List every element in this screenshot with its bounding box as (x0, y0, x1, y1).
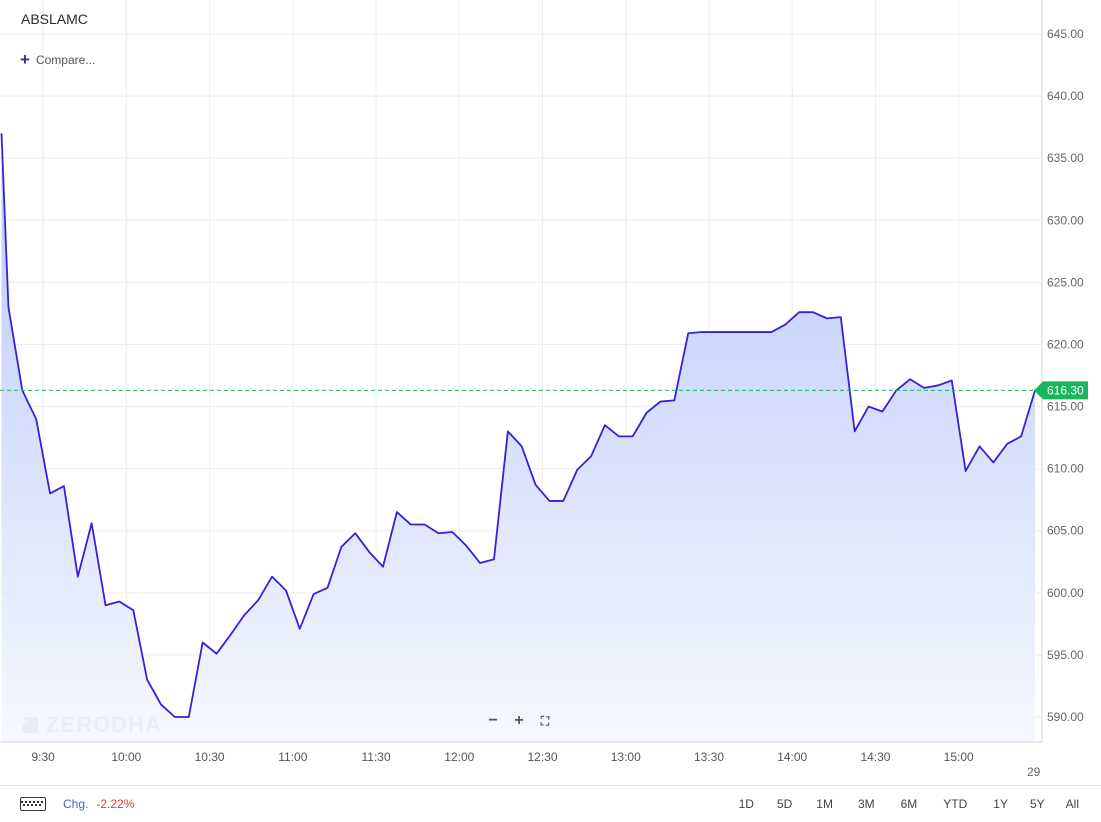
range-1y-button[interactable]: 1Y (993, 797, 1008, 811)
y-tick-label: 610.00 (1047, 462, 1084, 476)
y-tick-label: 630.00 (1047, 213, 1084, 227)
x-tick-label: 13:30 (694, 750, 724, 764)
range-selector: 1D 5D 1M 3M 6M YTD 1Y 5Y All (739, 786, 1079, 822)
zoom-out-button[interactable]: − (488, 712, 498, 729)
zerodha-watermark: ZERODHA (22, 712, 162, 738)
last-price-tag (1034, 381, 1088, 400)
x-tick-label: 12:30 (528, 750, 558, 764)
zerodha-logo-icon (22, 717, 38, 733)
range-ytd-button[interactable]: YTD (943, 797, 968, 811)
fullscreen-icon[interactable]: ⛶ (540, 713, 550, 728)
last-price-label: 616.30 (1047, 383, 1084, 397)
range-all-button[interactable]: All (1065, 797, 1079, 811)
y-tick-label: 590.00 (1047, 710, 1084, 724)
y-tick-label: 595.00 (1047, 648, 1084, 662)
range-3m-button[interactable]: 3M (857, 797, 875, 811)
plus-icon: + (20, 50, 30, 69)
range-6m-button[interactable]: 6M (900, 797, 918, 811)
zoom-in-button[interactable]: + (514, 712, 524, 729)
date-label: 29 (1027, 765, 1041, 779)
y-tick-label: 605.00 (1047, 524, 1084, 538)
x-tick-label: 9:30 (31, 750, 55, 764)
x-tick-label: 14:00 (777, 750, 807, 764)
chart-canvas[interactable]: 590.00 595.00 600.00 605.00 610.00 615.00 620.… (0, 0, 1101, 785)
symbol-title: ABSLAMC (21, 11, 88, 27)
y-tick-label: 620.00 (1047, 337, 1084, 351)
watermark-text: ZERODHA (46, 712, 162, 737)
y-tick-label: 640.00 (1047, 89, 1084, 103)
y-tick-label: 645.00 (1047, 27, 1084, 41)
range-5y-button[interactable]: 5Y (1029, 797, 1045, 811)
change-value: -2.22% (96, 797, 135, 811)
range-5d-button[interactable]: 5D (776, 797, 793, 811)
compare-label: Compare... (35, 53, 96, 67)
zoom-controls: − + ⛶ (482, 711, 556, 731)
x-tick-label: 11:30 (361, 750, 390, 764)
price-chart[interactable]: 590.00 595.00 600.00 605.00 610.00 615.00 620.… (0, 0, 1101, 785)
keyboard-icon[interactable] (20, 797, 46, 811)
x-tick-label: 14:30 (860, 750, 890, 764)
y-tick-label: 600.00 (1047, 586, 1084, 600)
range-1m-button[interactable]: 1M (816, 797, 833, 811)
price-area (1, 133, 1035, 743)
y-tick-label: 625.00 (1047, 275, 1084, 289)
chart-footer: Chg. -2.22% 1D 5D 1M 3M 6M YTD 1Y 5Y All (0, 785, 1101, 822)
x-tick-label: 11:00 (278, 750, 307, 764)
change-label: Chg. (63, 797, 89, 811)
compare-button[interactable]: + Compare... (20, 50, 96, 69)
x-tick-label: 12:00 (444, 750, 474, 764)
x-tick-label: 10:00 (111, 750, 141, 764)
range-1d-button[interactable]: 1D (738, 797, 754, 811)
y-tick-label: 615.00 (1047, 400, 1084, 414)
price-line (0, 133, 1036, 718)
x-tick-label: 13:00 (611, 750, 641, 764)
y-tick-label: 635.00 (1047, 151, 1084, 165)
x-tick-label: 10:30 (195, 750, 225, 764)
x-tick-label: 15:00 (944, 750, 974, 764)
